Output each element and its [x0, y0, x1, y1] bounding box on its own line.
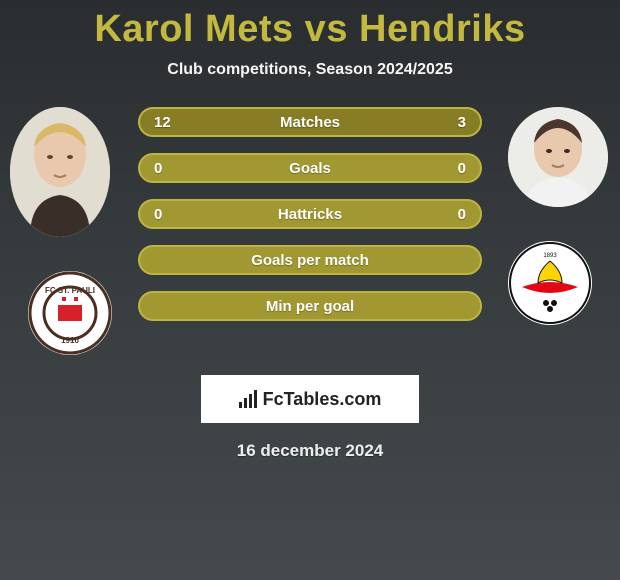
subtitle: Club competitions, Season 2024/2025 — [0, 61, 620, 79]
club-left-badge: FC ST. PAULI 1910 — [28, 271, 112, 355]
svg-text:1910: 1910 — [61, 336, 79, 345]
player-left-avatar — [10, 107, 110, 237]
stat-rows: 12Matches30Goals00Hattricks0Goals per ma… — [138, 107, 482, 337]
stat-row: 12Matches3 — [138, 107, 482, 137]
brand-bars-icon — [239, 390, 257, 408]
stat-label: Matches — [140, 109, 480, 135]
stat-row: Goals per match — [138, 245, 482, 275]
brand-text: FcTables.com — [263, 389, 382, 410]
comparison-panel: FC ST. PAULI 1910 1893 12Matches30Goals0… — [0, 107, 620, 367]
stat-row: Min per goal — [138, 291, 482, 321]
stat-value-right: 3 — [458, 109, 466, 135]
stat-row: 0Hattricks0 — [138, 199, 482, 229]
svg-text:FC ST. PAULI: FC ST. PAULI — [45, 286, 95, 295]
club-right-badge: 1893 — [508, 241, 592, 325]
stat-value-right: 0 — [458, 201, 466, 227]
page-title: Karol Mets vs Hendriks — [0, 0, 620, 51]
svg-text:1893: 1893 — [543, 253, 557, 259]
stat-label: Goals — [140, 155, 480, 181]
stat-value-right: 0 — [458, 155, 466, 181]
brand-badge: FcTables.com — [201, 375, 419, 423]
stat-row: 0Goals0 — [138, 153, 482, 183]
stat-label: Goals per match — [140, 247, 480, 273]
stat-label: Hattricks — [140, 201, 480, 227]
date-text: 16 december 2024 — [0, 441, 620, 461]
stat-label: Min per goal — [140, 293, 480, 319]
player-right-avatar — [508, 107, 608, 207]
